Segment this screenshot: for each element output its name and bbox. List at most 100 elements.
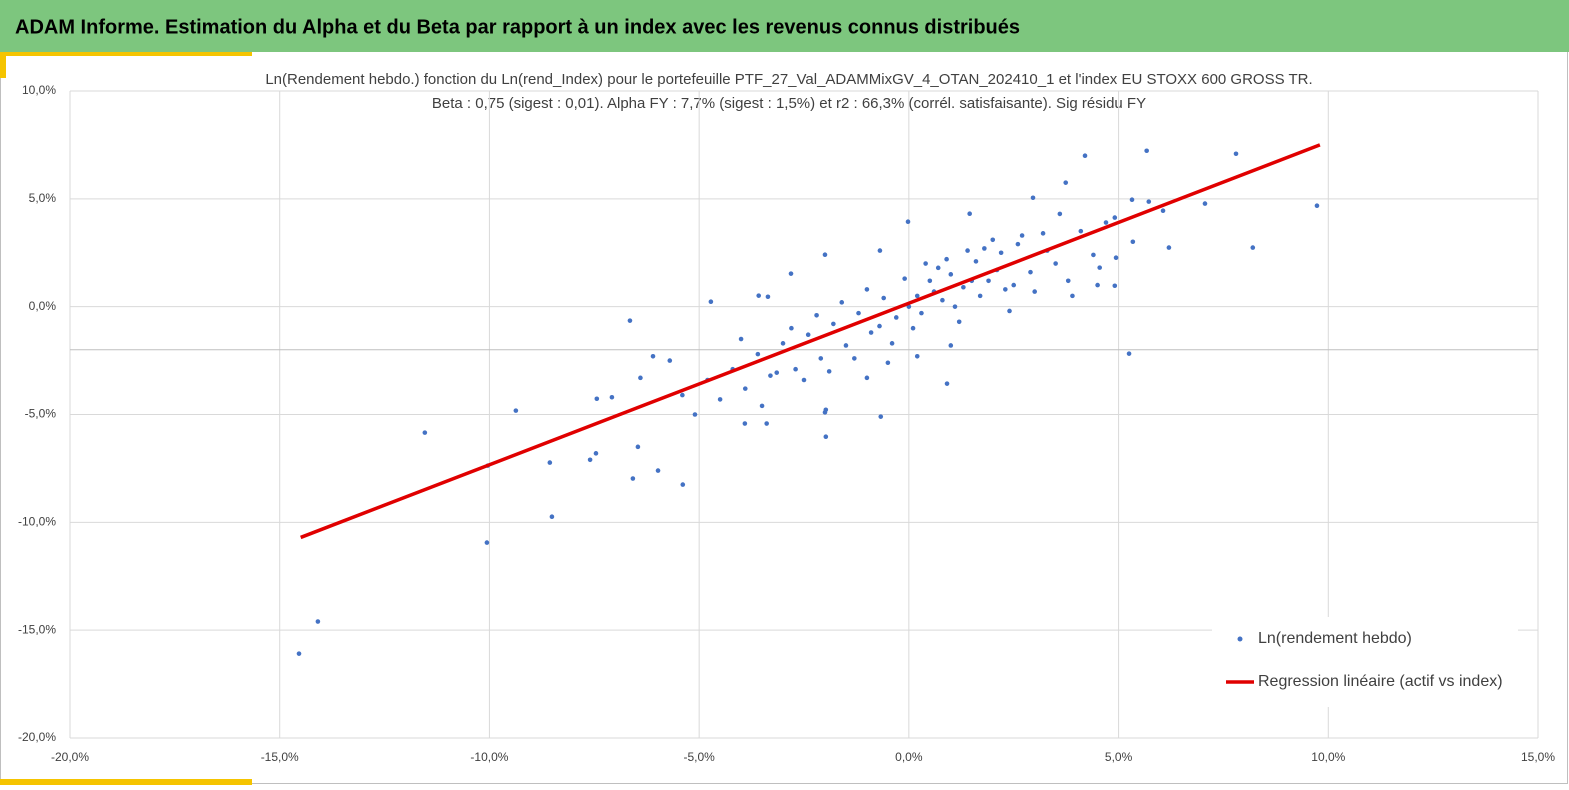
data-point xyxy=(635,444,641,450)
data-point xyxy=(1011,282,1017,288)
data-point xyxy=(856,310,861,316)
data-point xyxy=(982,246,987,251)
data-point xyxy=(927,278,933,284)
data-point xyxy=(692,412,698,417)
page-title: ADAM Informe. Estimation du Alpha et du … xyxy=(15,16,1020,38)
data-point xyxy=(1030,195,1036,201)
data-point xyxy=(1070,293,1075,299)
data-point xyxy=(1112,215,1118,220)
data-point xyxy=(822,410,828,415)
data-point xyxy=(961,284,966,290)
data-point xyxy=(889,341,895,346)
data-point xyxy=(998,250,1004,256)
data-point xyxy=(1130,239,1136,245)
data-point xyxy=(967,211,972,217)
data-point xyxy=(1112,283,1118,289)
data-point xyxy=(609,394,615,400)
data-point xyxy=(952,304,958,309)
data-point xyxy=(864,287,870,292)
data-point xyxy=(1166,245,1172,250)
data-point xyxy=(905,219,911,224)
x-tick-label: -5,0% xyxy=(683,750,715,764)
chart-title: Ln(Rendement hebdo.) fonction du Ln(rend… xyxy=(265,71,1312,88)
data-point xyxy=(944,381,950,386)
data-point xyxy=(594,396,600,402)
data-point xyxy=(1202,201,1208,206)
data-point xyxy=(655,468,661,473)
data-point xyxy=(878,414,884,419)
data-point xyxy=(742,421,748,426)
data-point xyxy=(638,375,643,381)
data-point xyxy=(881,295,886,301)
data-point xyxy=(801,377,807,383)
data-point xyxy=(1113,255,1119,261)
data-point xyxy=(1057,211,1063,217)
data-point xyxy=(1003,287,1008,292)
data-point xyxy=(1065,278,1071,284)
data-point xyxy=(1053,261,1058,266)
data-point xyxy=(1091,252,1096,258)
x-tick-label: -10,0% xyxy=(470,750,508,764)
data-point xyxy=(764,421,769,426)
y-tick-label: 0,0% xyxy=(29,299,57,313)
x-tick-label: -15,0% xyxy=(261,750,299,764)
data-point xyxy=(1082,153,1088,158)
data-point xyxy=(923,261,928,266)
data-point xyxy=(868,330,874,335)
data-point xyxy=(914,293,920,299)
data-point xyxy=(818,356,824,361)
data-point xyxy=(948,272,954,277)
x-tick-label: 15,0% xyxy=(1521,750,1555,764)
data-point xyxy=(759,403,765,409)
data-point xyxy=(1007,308,1012,314)
data-point xyxy=(1160,208,1166,213)
data-point xyxy=(1040,231,1046,236)
plot: 10,0% 5,0% 0,0% -5,0% -10,0% -15,0% -20,0% -20,… xyxy=(18,83,1555,764)
data-point xyxy=(789,325,794,331)
data-point xyxy=(513,408,519,413)
x-tick-label: 0,0% xyxy=(895,750,923,764)
data-point xyxy=(627,318,633,323)
accent xyxy=(0,779,252,785)
data-point xyxy=(935,265,941,271)
data-point xyxy=(1015,241,1021,247)
data-point xyxy=(296,651,302,656)
data-point xyxy=(956,319,962,325)
data-point xyxy=(1126,351,1132,356)
data-point xyxy=(780,341,786,346)
y-tick-label: -20,0% xyxy=(18,730,56,744)
data-point xyxy=(1032,289,1037,294)
y-tick-label: 10,0% xyxy=(22,83,56,97)
data-point xyxy=(977,293,983,299)
data-point xyxy=(919,310,924,316)
data-point xyxy=(793,366,798,372)
data-point xyxy=(986,278,991,284)
data-point xyxy=(877,248,883,253)
data-point xyxy=(864,375,870,381)
accent xyxy=(0,52,6,78)
data-point xyxy=(708,299,714,305)
data-point xyxy=(1103,220,1109,225)
data-point xyxy=(826,369,832,374)
data-point xyxy=(823,434,829,440)
data-point xyxy=(1144,148,1149,154)
legend-marker xyxy=(1237,636,1243,642)
data-point xyxy=(422,430,428,435)
accent xyxy=(0,52,252,56)
data-point xyxy=(885,360,891,366)
x-tick-label: 10,0% xyxy=(1311,750,1345,764)
legend-label: Regression linéaire (actif vs index) xyxy=(1258,673,1503,690)
legend-box xyxy=(1212,617,1518,707)
data-point xyxy=(484,540,490,545)
data-point xyxy=(717,397,723,402)
data-point xyxy=(774,370,780,375)
data-point xyxy=(1233,151,1239,157)
y-tick-label: -10,0% xyxy=(18,515,56,529)
data-point xyxy=(843,343,849,348)
data-point xyxy=(831,321,836,327)
data-point xyxy=(680,482,686,487)
data-point xyxy=(1095,282,1100,288)
header-band xyxy=(0,0,1569,52)
